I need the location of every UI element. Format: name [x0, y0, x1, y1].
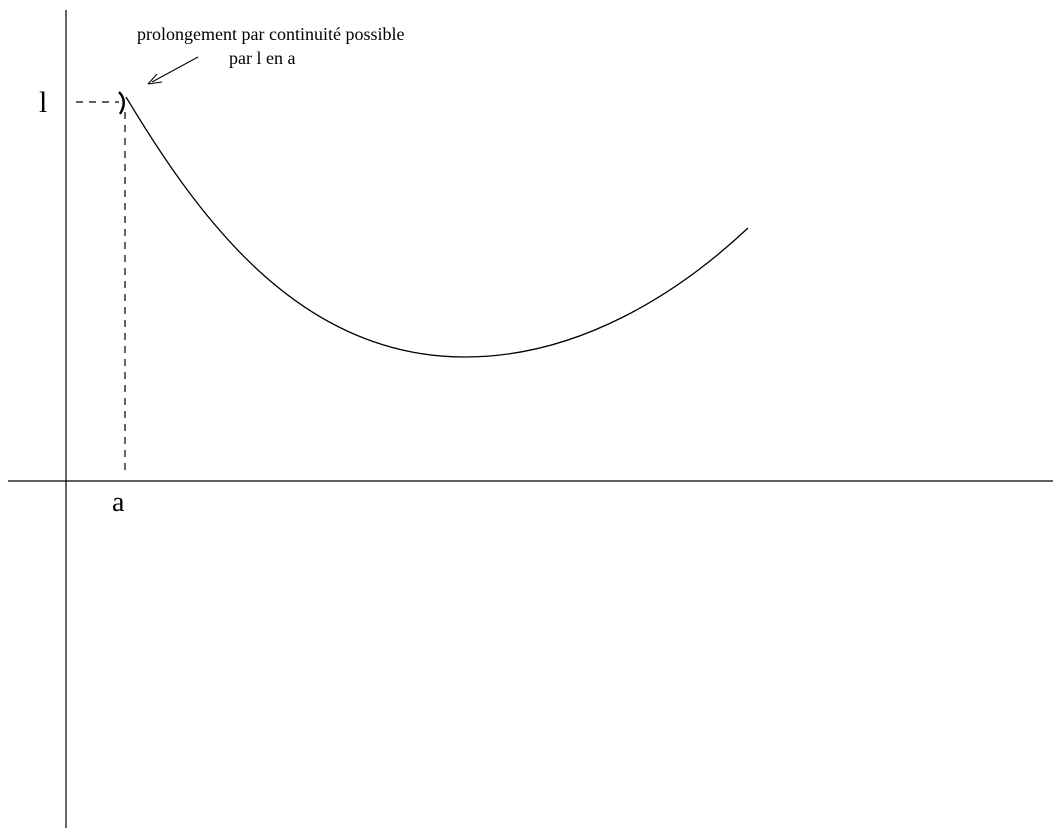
function-curve — [125, 96, 749, 358]
annotation-line2: par l en a — [229, 48, 295, 68]
annotation-line1: prolongement par continuité possible — [137, 24, 404, 44]
arrow-head — [147, 73, 163, 85]
open-endpoint — [118, 91, 125, 115]
arrow-line — [151, 56, 199, 83]
y-value-label: l — [39, 86, 47, 119]
x-value-label: a — [112, 487, 125, 518]
